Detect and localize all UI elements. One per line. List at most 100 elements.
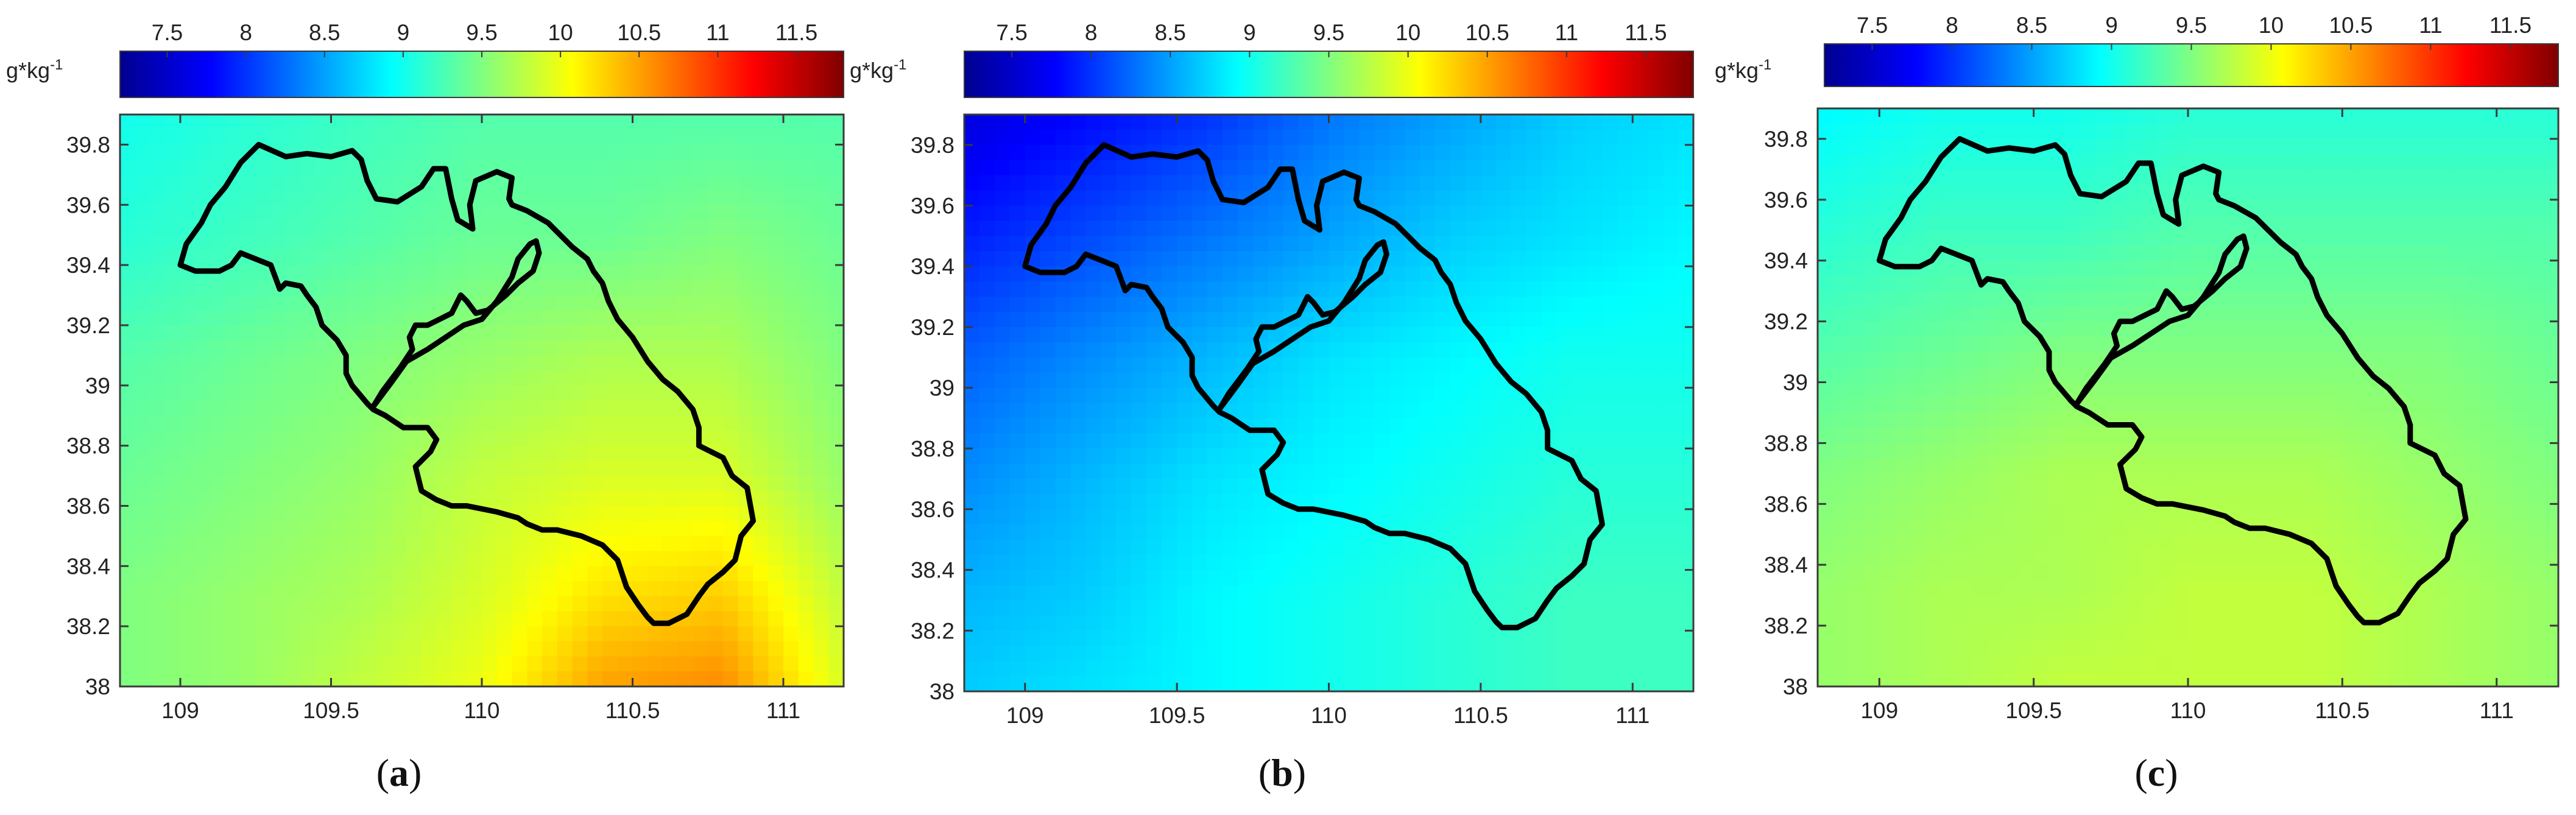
heatmap-cell <box>964 281 980 297</box>
heatmap-cell <box>1070 387 1087 404</box>
heatmap-cell <box>376 174 392 191</box>
heatmap-cell <box>994 311 1011 328</box>
heatmap-cell <box>2234 108 2251 124</box>
heatmap-cell <box>1389 433 1405 450</box>
heatmap-cell <box>632 280 649 296</box>
heatmap-cell <box>2496 291 2513 307</box>
heatmap-cell <box>165 521 181 537</box>
heatmap-cell <box>1602 297 1618 312</box>
heatmap-cell <box>225 611 241 627</box>
heatmap-cell <box>2466 245 2482 261</box>
heatmap-cell <box>1025 160 1041 176</box>
heatmap-cell <box>527 174 543 191</box>
heatmap-cell <box>1389 479 1405 495</box>
heatmap-cell <box>1632 311 1648 328</box>
heatmap-cell <box>1389 342 1405 358</box>
heatmap-cell <box>1480 630 1497 647</box>
heatmap-cell <box>798 476 814 492</box>
heatmap-cell <box>1678 342 1694 358</box>
heatmap-cell <box>2142 245 2158 261</box>
heatmap-cell <box>1222 311 1238 328</box>
heatmap-cell <box>828 235 844 251</box>
heatmap-cell <box>1009 326 1026 343</box>
heatmap-cell <box>738 295 754 311</box>
heatmap-cell <box>2218 108 2235 124</box>
heatmap-cell <box>979 281 995 297</box>
heatmap-cell <box>210 581 227 597</box>
heatmap-cell <box>813 521 830 537</box>
heatmap-cell <box>1632 448 1648 464</box>
heatmap-cell <box>316 445 332 462</box>
heatmap-cell <box>1131 585 1148 601</box>
colorbar-ticks-a: 7.5 8 8.5 9 9.5 10 10.5 11 11.5 <box>152 20 817 57</box>
heatmap-cell <box>451 445 468 462</box>
colorbar-tick-label: 11.5 <box>775 20 817 45</box>
heatmap-cell <box>1602 494 1618 510</box>
heatmap-cell <box>2527 275 2544 292</box>
heatmap-cell <box>180 490 196 507</box>
heatmap-cell <box>1925 367 1942 383</box>
heatmap-cell <box>677 325 694 341</box>
heatmap-cell <box>135 476 151 492</box>
heatmap-cell <box>1526 539 1542 556</box>
heatmap-cell <box>1313 630 1330 647</box>
heatmap-cell <box>180 160 196 175</box>
heatmap-cell <box>587 506 603 521</box>
heatmap-cell <box>2111 382 2127 398</box>
heatmap-cell <box>768 144 784 160</box>
heatmap-cell <box>1252 129 1269 146</box>
heatmap-cell <box>180 144 196 160</box>
heatmap-cell <box>210 370 227 386</box>
heatmap-cell <box>648 581 663 597</box>
heatmap-cell <box>1556 433 1573 450</box>
heatmap-cell <box>1177 115 1193 130</box>
heatmap-cell <box>270 205 287 221</box>
heatmap-cell <box>376 160 392 175</box>
panel-label-a: (a) <box>376 751 422 794</box>
heatmap-cell <box>241 115 256 130</box>
heatmap-cell <box>1572 115 1588 130</box>
heatmap-cell <box>1040 615 1056 632</box>
heatmap-cell <box>1207 676 1223 692</box>
heatmap-cell <box>467 521 482 537</box>
heatmap-cell <box>1192 281 1208 297</box>
heatmap-cell <box>180 340 196 356</box>
heatmap-cell <box>150 551 166 567</box>
heatmap-cell <box>1040 251 1056 267</box>
heatmap-cell <box>738 415 754 431</box>
heatmap-cell <box>270 129 287 146</box>
heatmap-cell <box>195 490 211 507</box>
heatmap-cell <box>813 144 830 160</box>
heatmap-cell <box>798 205 814 221</box>
heatmap-cell <box>1389 311 1405 328</box>
heatmap-cell <box>557 250 573 266</box>
heatmap-cell <box>1879 443 1896 459</box>
heatmap-cell <box>1632 600 1648 616</box>
heatmap-cell <box>677 460 694 476</box>
heatmap-cell <box>2218 382 2235 398</box>
heatmap-cell <box>2419 169 2436 185</box>
heatmap-cell <box>2157 473 2173 490</box>
heatmap-cell <box>1480 266 1497 282</box>
heatmap-cell <box>1480 646 1497 662</box>
heatmap-cell <box>1465 205 1481 222</box>
heatmap-cell <box>346 611 362 627</box>
heatmap-cell <box>1192 221 1208 237</box>
heatmap-cell <box>1420 403 1436 419</box>
heatmap-cell <box>376 115 392 130</box>
heatmap-cell <box>1237 144 1254 161</box>
heatmap-cell <box>557 551 573 567</box>
heatmap-cell <box>1268 524 1284 540</box>
heatmap-cell <box>1617 144 1634 161</box>
heatmap-cell <box>1374 615 1391 632</box>
heatmap-cell <box>1678 539 1694 556</box>
heatmap-cell <box>1374 297 1391 312</box>
heatmap-cell <box>2496 275 2513 292</box>
heatmap-cell <box>768 160 784 175</box>
heatmap-cell <box>1572 281 1588 297</box>
heatmap-cell <box>2388 123 2405 139</box>
heatmap-cell <box>979 342 995 358</box>
heatmap-cell <box>994 479 1011 495</box>
heatmap-cell <box>557 611 573 627</box>
heatmap-cell <box>270 671 287 687</box>
